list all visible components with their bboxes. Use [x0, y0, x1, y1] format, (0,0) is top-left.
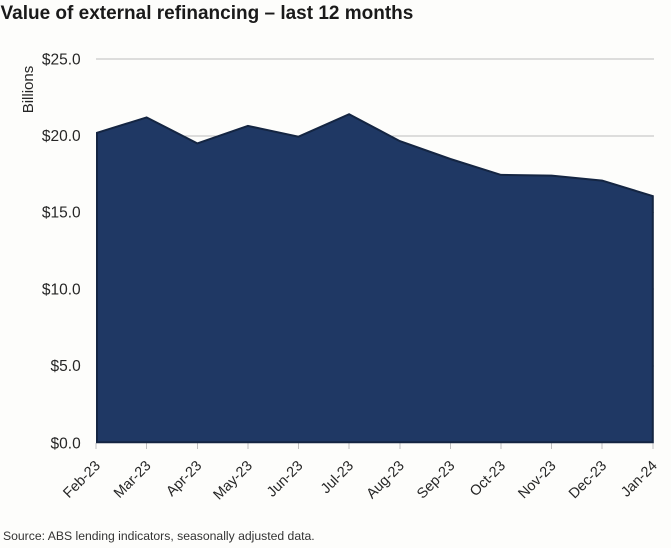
svg-text:$15.0: $15.0: [42, 205, 81, 222]
svg-text:$5.0: $5.0: [51, 358, 82, 375]
svg-text:$20.0: $20.0: [42, 128, 81, 145]
svg-text:$25.0: $25.0: [42, 51, 81, 68]
svg-text:Source: ABS lending indicators: Source: ABS lending indicators, seasonal…: [3, 529, 315, 543]
svg-text:$10.0: $10.0: [42, 281, 81, 298]
svg-text:Billions: Billions: [20, 66, 37, 114]
svg-text:$0.0: $0.0: [51, 435, 82, 452]
svg-text:Value of external refinancing: Value of external refinancing – last 12 …: [1, 3, 414, 24]
